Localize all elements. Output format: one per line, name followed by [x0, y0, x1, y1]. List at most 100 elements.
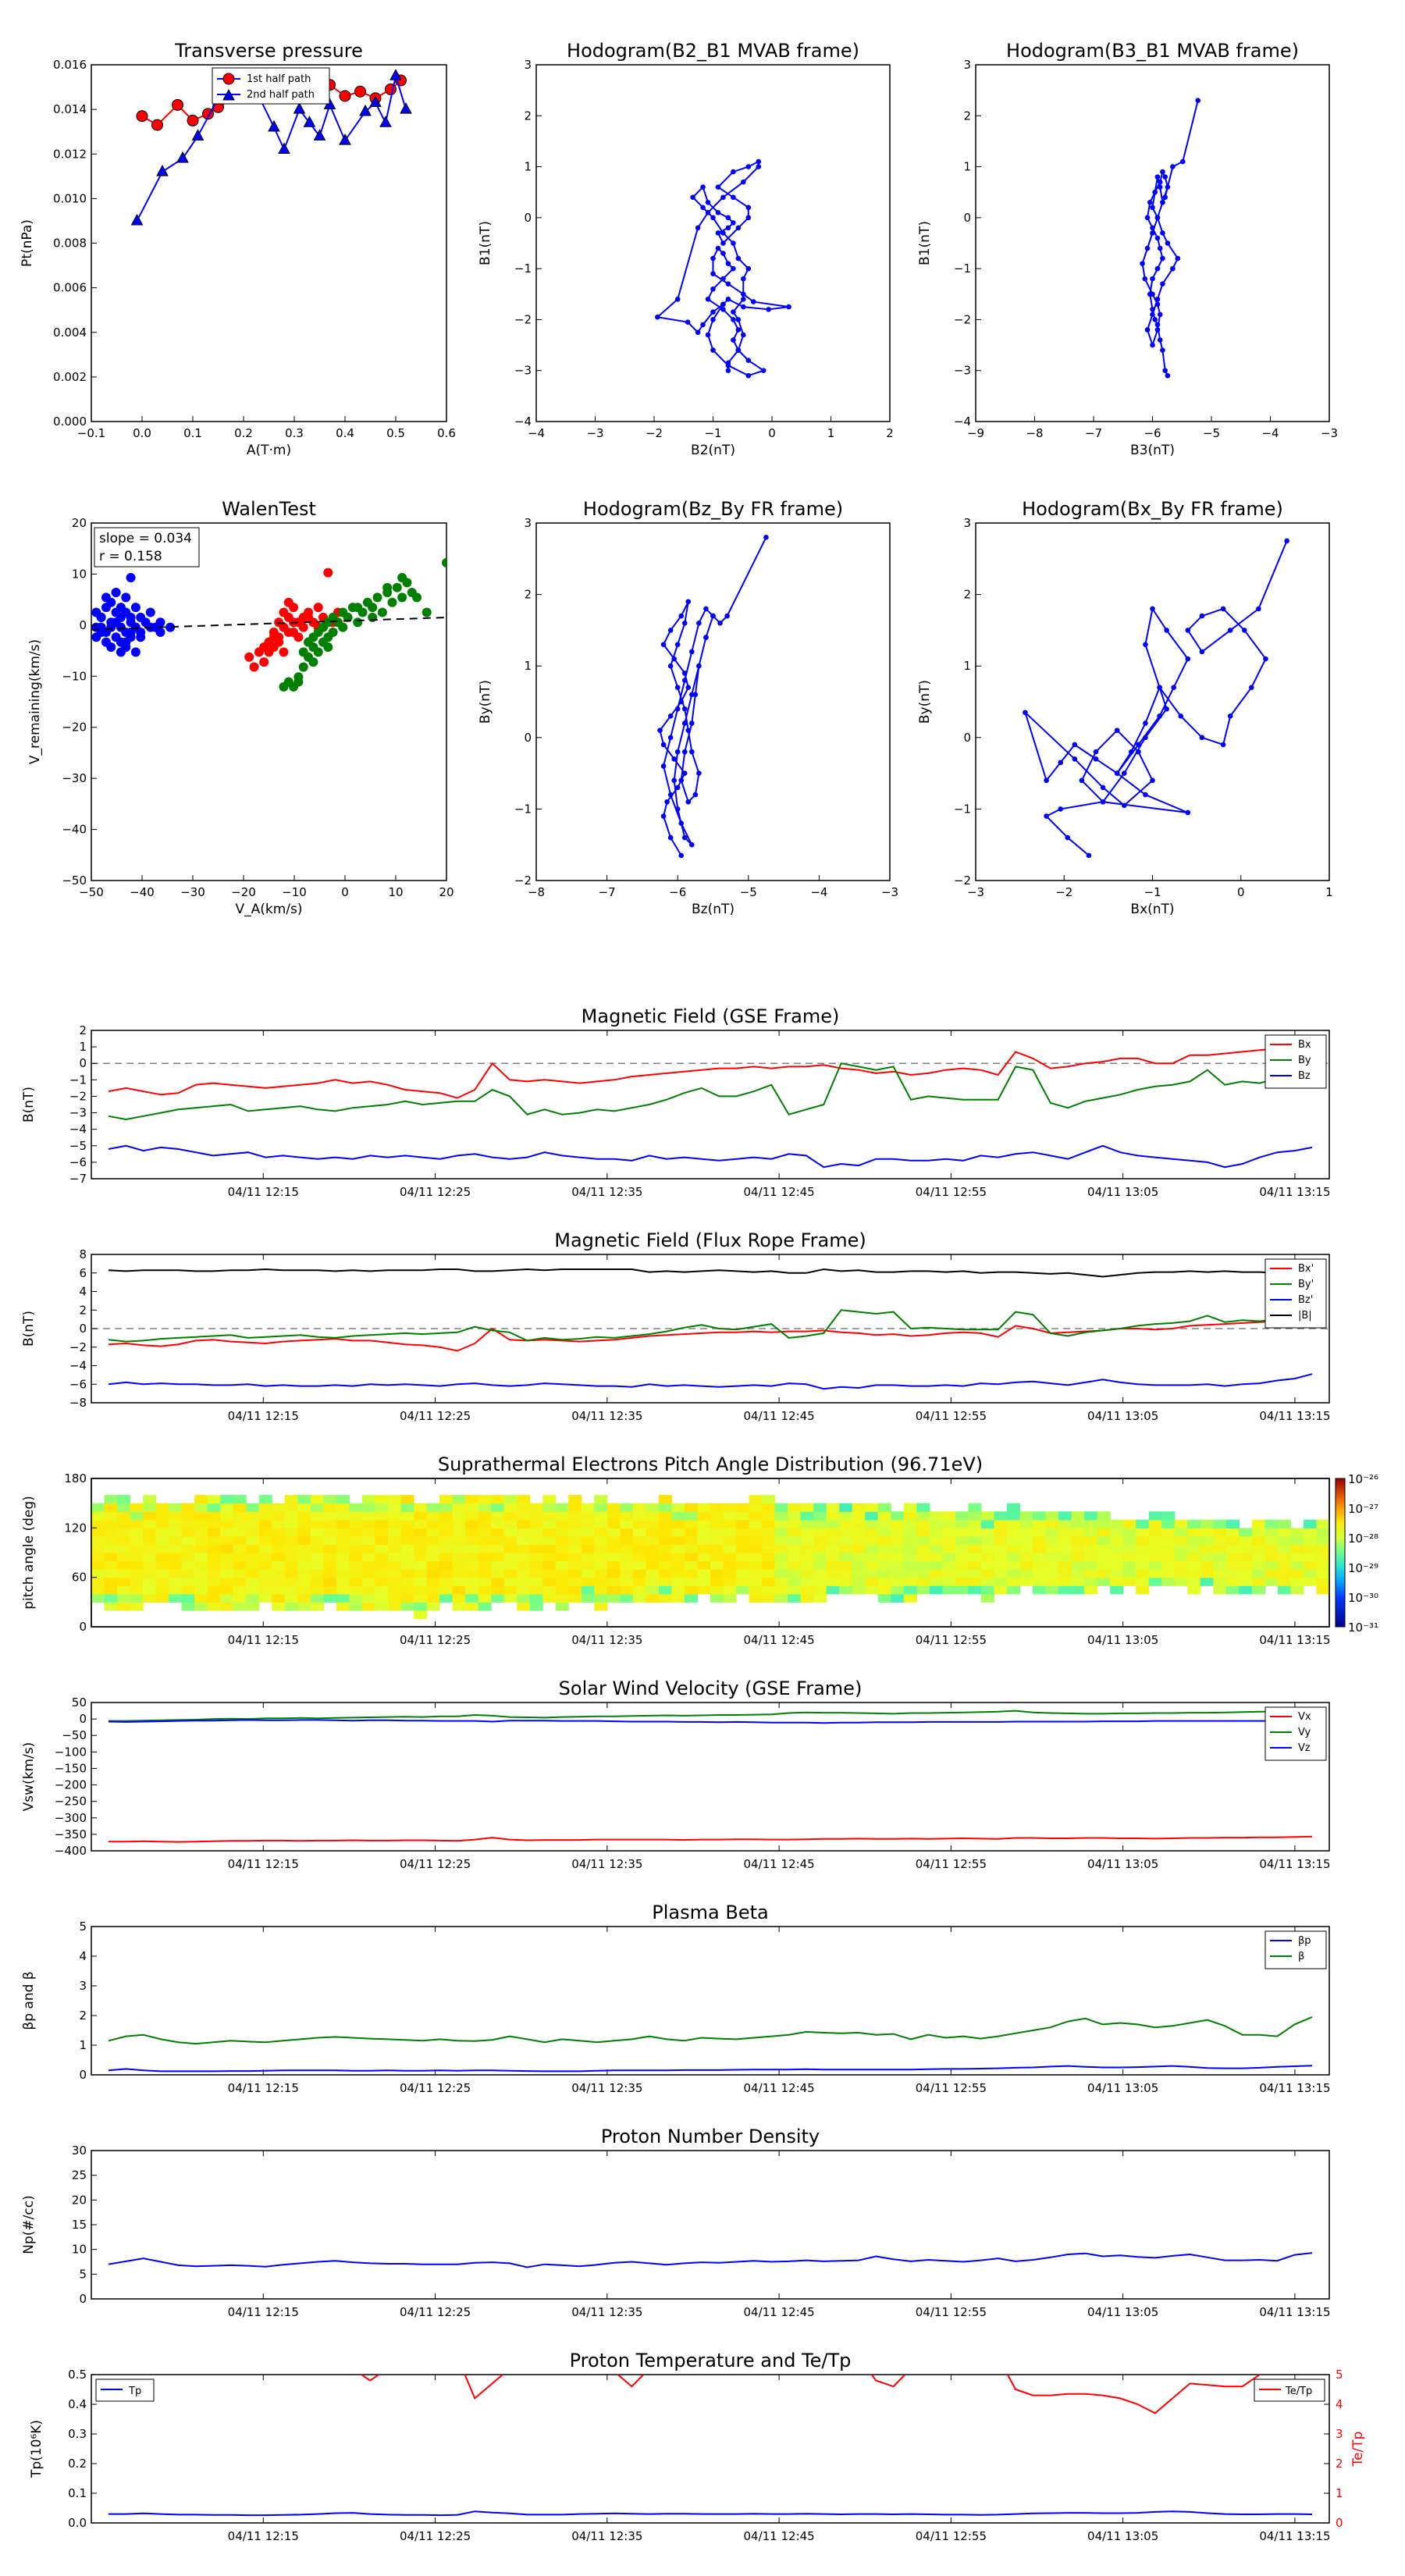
x-tick-label: −40 [130, 885, 155, 899]
x-tick-label: 04/11 13:05 [1087, 1185, 1158, 1199]
data-point [222, 73, 235, 85]
heatmap-cell [349, 1503, 363, 1512]
y-tick-label: 1 [79, 1040, 87, 1054]
heatmap-cell [465, 1585, 479, 1595]
heatmap-cell [207, 1553, 221, 1562]
data-point [328, 627, 338, 637]
data-point [705, 199, 711, 205]
heatmap-cell [272, 1560, 286, 1570]
heatmap-cell [220, 1511, 234, 1521]
y-tick-label: 20 [72, 516, 87, 530]
heatmap-cell [452, 1503, 466, 1512]
heatmap-cell [749, 1511, 763, 1521]
heatmap-cell [1006, 1577, 1021, 1586]
heatmap-cell [1136, 1560, 1150, 1570]
heatmap-cell [117, 1577, 131, 1586]
heatmap-cell [594, 1544, 608, 1553]
heatmap-cell [336, 1577, 350, 1586]
heatmap-cell [169, 1519, 183, 1528]
heatmap-cell [181, 1503, 195, 1512]
data-point [720, 194, 726, 201]
heatmap-cell [220, 1519, 234, 1528]
data-point [717, 620, 723, 626]
data-point [377, 607, 387, 617]
chart-title: Plasma Beta [652, 1902, 768, 1923]
series-line-Bx [108, 1044, 1313, 1099]
y-tick-label: −2 [69, 1089, 87, 1103]
heatmap-cell [169, 1569, 183, 1578]
y-tick-label: 0 [963, 211, 971, 225]
data-point [1165, 372, 1171, 379]
data-point [1058, 760, 1064, 766]
heatmap-cell [117, 1553, 131, 1562]
heatmap-cell [272, 1593, 286, 1603]
heatmap-cell [555, 1519, 569, 1528]
heatmap-cell [336, 1495, 350, 1504]
heatmap-cell [903, 1593, 917, 1603]
heatmap-cell [1019, 1577, 1033, 1586]
heatmap-cell [1058, 1585, 1072, 1595]
colorbar-label: 10⁻²⁶ [1348, 1472, 1378, 1486]
heatmap-cell [439, 1544, 454, 1553]
heatmap-cell [104, 1585, 118, 1595]
heatmap-cell [1148, 1511, 1162, 1521]
heatmap-cell [1225, 1569, 1240, 1578]
heatmap-cell [813, 1577, 827, 1586]
y-tick-label: 2 [79, 1303, 87, 1317]
heatmap-cell [929, 1535, 943, 1546]
x-tick-label: 04/11 12:15 [228, 1185, 299, 1199]
data-point [741, 276, 746, 282]
heatmap-cell [1097, 1577, 1111, 1586]
data-point [660, 763, 667, 769]
data-point [678, 820, 685, 827]
heatmap-cell [1161, 1535, 1176, 1546]
heatmap-cell [1006, 1511, 1021, 1521]
y-tick-label: 2 [79, 1023, 87, 1037]
heatmap-cell [155, 1511, 169, 1521]
heatmap-cell [774, 1585, 788, 1595]
heatmap-cell [207, 1602, 221, 1611]
heatmap-cell [980, 1560, 995, 1570]
heatmap-cell [1200, 1569, 1214, 1578]
legend-label: Bx' [1298, 1263, 1314, 1275]
heatmap-cell [1019, 1535, 1033, 1546]
data-point [667, 628, 674, 633]
heatmap-cell [361, 1544, 376, 1553]
heatmap-cell [542, 1560, 557, 1570]
heatmap-cell [104, 1535, 118, 1546]
heatmap-cell [1033, 1519, 1047, 1528]
y-tick-label: −6 [69, 1377, 87, 1391]
data-point [681, 770, 688, 776]
heatmap-cell [155, 1585, 169, 1595]
heatmap-cell [1071, 1519, 1085, 1528]
chart-title: Proton Number Density [601, 2126, 820, 2147]
heatmap-cell [1136, 1577, 1150, 1586]
heatmap-cell [478, 1519, 492, 1528]
heatmap-cell [439, 1519, 454, 1528]
heatmap-cell [1045, 1535, 1059, 1546]
heatmap-cell [581, 1535, 595, 1546]
heatmap-cell [220, 1544, 234, 1553]
heatmap-cell [1239, 1577, 1253, 1586]
heatmap-cell [891, 1511, 905, 1521]
data-point [1241, 628, 1247, 633]
data-point [323, 568, 333, 578]
data-point [1072, 756, 1078, 762]
data-point [244, 652, 254, 662]
heatmap-cell [710, 1503, 724, 1512]
heatmap-cell [91, 1528, 105, 1537]
heatmap-cell [529, 1511, 543, 1521]
heatmap-cell [555, 1503, 569, 1512]
heatmap-cell [323, 1535, 337, 1546]
x-tick-label: 04/11 13:15 [1259, 2081, 1330, 2095]
heatmap-cell [839, 1511, 853, 1521]
heatmap-cell [774, 1519, 788, 1528]
x-axis-label: B3(nT) [1130, 443, 1175, 458]
heatmap-cell [994, 1585, 1008, 1595]
y-tick-label: −1 [954, 262, 971, 276]
data-point [368, 603, 378, 613]
heatmap-cell [852, 1569, 866, 1578]
data-point [1154, 215, 1161, 221]
heatmap-cell [1303, 1560, 1318, 1570]
